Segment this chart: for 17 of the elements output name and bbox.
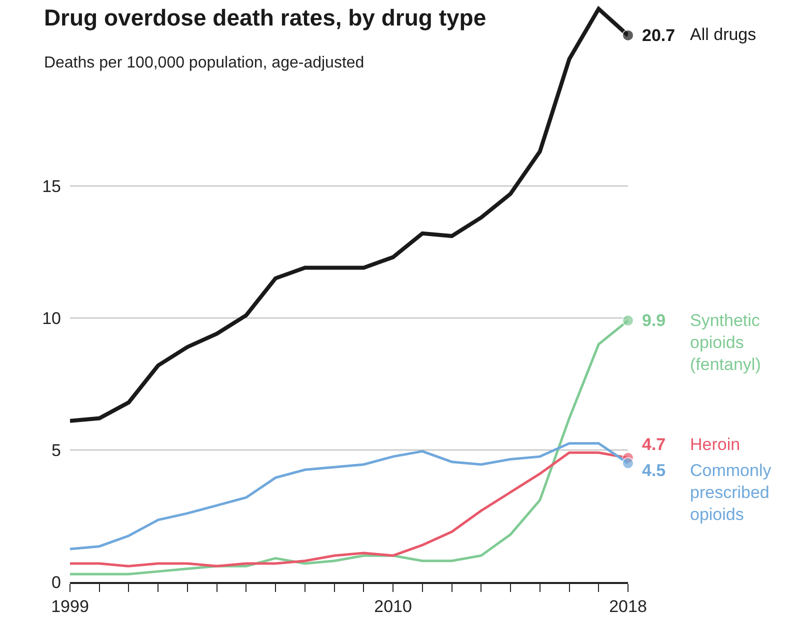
chart-title: Drug overdose death rates, by drug type: [44, 4, 486, 31]
text: Heroin: [690, 435, 740, 454]
data-label: 4.5: [642, 461, 666, 480]
x-tick-label: 1999: [51, 597, 89, 616]
data-label: 9.9: [642, 311, 666, 330]
y-tick-label: 10: [42, 308, 61, 328]
y-tick-label: 15: [42, 176, 61, 196]
x-tick-label: 2010: [374, 597, 412, 616]
y-tick-label: 5: [52, 440, 61, 460]
text: Deaths per 100,000 population, age-adjusted: [44, 54, 364, 72]
y-tick-label: 0: [52, 572, 61, 592]
text: Commonly prescribed opioids: [690, 461, 772, 524]
data-label: 4.7: [642, 435, 666, 454]
text: All drugs: [690, 25, 756, 44]
x-tick-label: 2018: [609, 597, 647, 616]
data-label: 20.7: [642, 26, 676, 45]
text: Synthetic opioids (fentanyl): [690, 311, 761, 374]
